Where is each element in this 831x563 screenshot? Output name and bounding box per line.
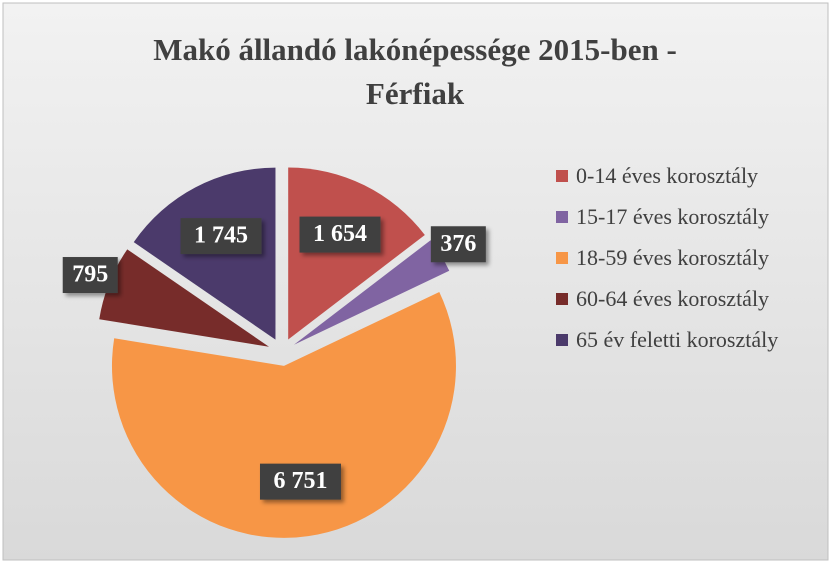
pie-slice (111, 291, 456, 538)
legend-label: 65 év feletti korosztály (576, 327, 779, 352)
legend-item: 60-64 éves korosztály (552, 283, 797, 315)
legend-label: 15-17 éves korosztály (576, 204, 770, 229)
legend-swatch (556, 334, 568, 346)
legend-swatch (556, 170, 568, 182)
data-label: 6 751 (273, 468, 327, 494)
legend-swatch (556, 293, 568, 305)
pie-slice (293, 240, 450, 345)
data-label-box (180, 218, 262, 255)
data-label: 795 (72, 262, 108, 288)
legend-item: 18-59 éves korosztály (552, 242, 797, 274)
data-label: 376 (440, 231, 476, 257)
legend-item: 65 év feletti korosztály (552, 324, 797, 356)
data-label: 1 654 (313, 221, 367, 247)
data-label-box (430, 226, 486, 263)
legend-label: 0-14 éves korosztály (576, 163, 759, 188)
legend-label: 60-64 éves korosztály (576, 286, 770, 311)
pie-slice (288, 167, 425, 340)
data-label-box (62, 257, 118, 294)
pie-slice (99, 249, 270, 347)
legend-label: 18-59 éves korosztály (576, 245, 770, 270)
legend: 0-14 éves korosztály 15-17 éves korosztál… (552, 160, 797, 365)
title-box: Makó állandó lakónépessége 2015-ben - Fé… (153, 32, 677, 111)
legend-item: 15-17 éves korosztály (552, 201, 797, 233)
legend-item: 0-14 éves korosztály (552, 160, 797, 192)
pie: 1 654 376 6 751 795 1 745 (62, 167, 486, 538)
chart-title: Makó állandó lakónépessége 2015-ben - Fé… (153, 32, 677, 111)
legend-swatch (556, 252, 568, 264)
data-label: 1 745 (194, 223, 248, 249)
data-label-box (299, 216, 381, 253)
data-label-box (259, 463, 341, 500)
legend-swatch (556, 211, 568, 223)
